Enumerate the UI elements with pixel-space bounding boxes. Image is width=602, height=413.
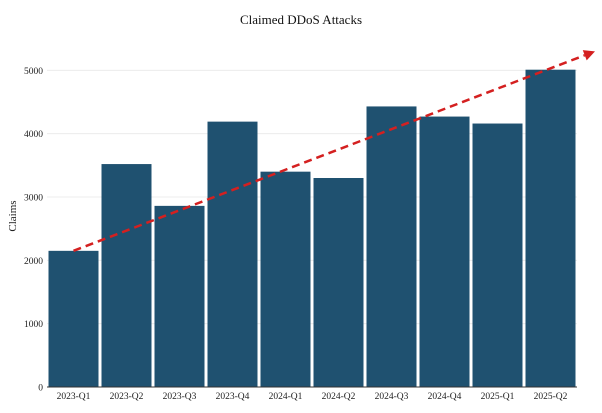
bars <box>48 69 576 388</box>
y-tick-label: 1000 <box>24 320 43 330</box>
y-tick-labels: 0 1000 2000 3000 4000 5000 <box>24 67 43 394</box>
bar-2024-Q1 <box>260 171 311 387</box>
bar-2023-Q3 <box>154 205 205 387</box>
chart-title: Claimed DDoS Attacks <box>240 12 362 27</box>
bar-2023-Q1 <box>48 250 99 387</box>
x-tick-label: 2025-Q1 <box>481 392 515 402</box>
bar-2025-Q1 <box>472 123 523 388</box>
x-tick-label: 2024-Q4 <box>428 392 462 402</box>
x-tick-label: 2023-Q2 <box>110 392 144 402</box>
x-tick-label: 2024-Q3 <box>375 392 409 402</box>
x-tick-label: 2024-Q2 <box>322 392 356 402</box>
x-tick-label: 2023-Q4 <box>216 392 250 402</box>
x-tick-labels: 2023-Q1 2023-Q2 2023-Q3 2023-Q4 2024-Q1 2024-… <box>57 392 568 402</box>
trend-line-dash <box>73 54 586 253</box>
bar-2024-Q4 <box>419 116 470 388</box>
y-axis-label: Claims <box>7 200 19 231</box>
y-tick-label: 5000 <box>24 67 43 77</box>
x-tick-label: 2023-Q3 <box>163 392 197 402</box>
y-tick-label: 2000 <box>24 257 43 267</box>
y-tick-label: 4000 <box>24 130 43 140</box>
y-tick-label: 0 <box>38 384 43 394</box>
y-tick-label: 3000 <box>24 194 43 204</box>
trend-arrowhead <box>582 50 595 61</box>
x-tick-label: 2023-Q1 <box>57 392 91 402</box>
bar-2024-Q3 <box>366 106 417 387</box>
bar-2023-Q2 <box>101 164 152 387</box>
trend-line <box>73 50 595 253</box>
x-tick-label: 2025-Q2 <box>534 392 568 402</box>
bar-2025-Q2 <box>525 69 576 387</box>
bar-2023-Q4 <box>207 121 258 387</box>
bar-2024-Q2 <box>313 178 364 387</box>
x-tick-label: 2024-Q1 <box>269 392 303 402</box>
